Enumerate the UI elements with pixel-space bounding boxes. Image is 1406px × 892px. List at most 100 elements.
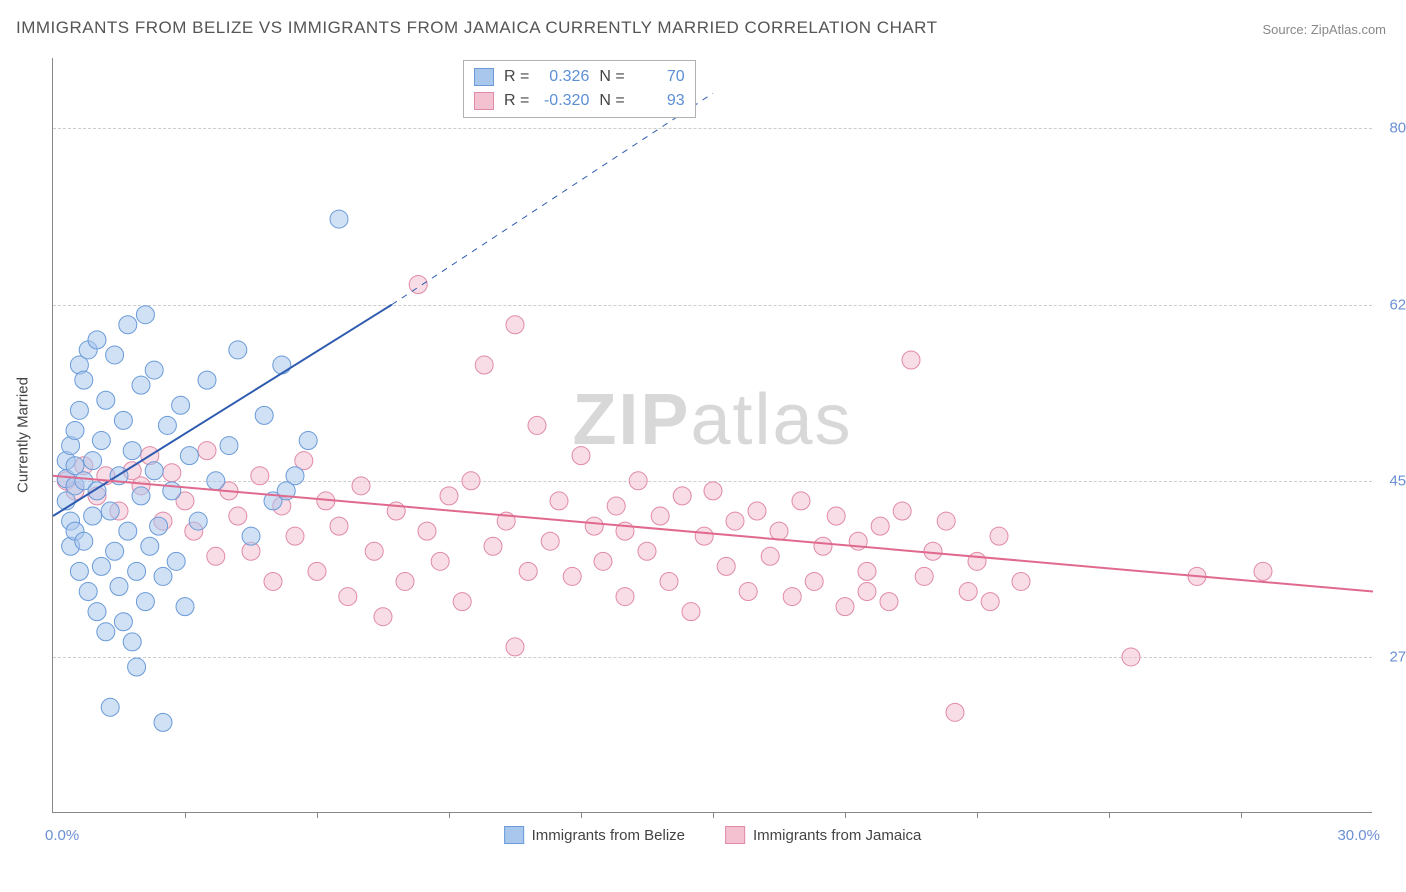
data-point (814, 537, 832, 555)
stats-row-jamaica: R = -0.320 N = 93 (474, 89, 685, 113)
data-point (101, 698, 119, 716)
legend-label: Immigrants from Jamaica (753, 827, 921, 844)
data-point (827, 507, 845, 525)
data-point (704, 482, 722, 500)
data-point (207, 547, 225, 565)
x-tick (449, 812, 450, 818)
data-point (114, 613, 132, 631)
data-point (770, 522, 788, 540)
data-point (506, 638, 524, 656)
data-point (207, 472, 225, 490)
data-point (1122, 648, 1140, 666)
x-tick (845, 812, 846, 818)
x-tick (1109, 812, 1110, 818)
data-point (242, 527, 260, 545)
data-point (528, 416, 546, 434)
data-point (1012, 572, 1030, 590)
data-point (220, 437, 238, 455)
data-point (255, 406, 273, 424)
data-point (172, 396, 190, 414)
data-point (453, 593, 471, 611)
y-axis-title: Currently Married (15, 377, 32, 493)
data-point (97, 623, 115, 641)
stats-box: R = 0.326 N = 70 R = -0.320 N = 93 (463, 60, 696, 118)
data-point (92, 432, 110, 450)
data-point (519, 562, 537, 580)
y-tick-label: 80.0% (1377, 120, 1406, 137)
data-point (264, 572, 282, 590)
data-point (299, 432, 317, 450)
x-axis-min-label: 0.0% (45, 827, 79, 844)
data-point (132, 487, 150, 505)
legend-item-jamaica: Immigrants from Jamaica (725, 826, 921, 844)
data-point (695, 527, 713, 545)
data-point (651, 507, 669, 525)
data-point (84, 507, 102, 525)
data-point (92, 557, 110, 575)
data-point (75, 532, 93, 550)
data-point (114, 411, 132, 429)
data-point (981, 593, 999, 611)
x-tick (1241, 812, 1242, 818)
r-label: R = (504, 89, 529, 113)
data-point (739, 583, 757, 601)
data-point (163, 464, 181, 482)
data-point (339, 588, 357, 606)
data-point (726, 512, 744, 530)
data-point (506, 316, 524, 334)
x-tick (317, 812, 318, 818)
belize-n-value: 70 (635, 65, 685, 89)
data-point (880, 593, 898, 611)
n-label: N = (599, 89, 624, 113)
data-point (180, 447, 198, 465)
data-point (858, 583, 876, 601)
data-point (594, 552, 612, 570)
data-point (783, 588, 801, 606)
data-point (858, 562, 876, 580)
data-point (990, 527, 1008, 545)
data-point (748, 502, 766, 520)
data-point (79, 583, 97, 601)
data-point (136, 593, 154, 611)
data-point (1254, 562, 1272, 580)
data-point (915, 567, 933, 585)
data-point (629, 472, 647, 490)
data-point (475, 356, 493, 374)
y-tick-label: 27.5% (1377, 648, 1406, 665)
x-tick (713, 812, 714, 818)
belize-swatch-icon (504, 826, 524, 844)
data-point (119, 522, 137, 540)
jamaica-swatch-icon (725, 826, 745, 844)
data-point (229, 507, 247, 525)
data-point (273, 356, 291, 374)
y-tick-label: 62.5% (1377, 296, 1406, 313)
x-tick (581, 812, 582, 818)
data-point (132, 376, 150, 394)
data-point (163, 482, 181, 500)
data-point (88, 331, 106, 349)
data-point (959, 583, 977, 601)
data-point (638, 542, 656, 560)
data-point (145, 462, 163, 480)
data-point (154, 713, 172, 731)
belize-swatch-icon (474, 68, 494, 86)
data-point (805, 572, 823, 590)
scatter-svg (53, 58, 1372, 812)
data-point (106, 346, 124, 364)
data-point (198, 442, 216, 460)
data-point (154, 567, 172, 585)
x-axis-max-label: 30.0% (1337, 827, 1380, 844)
data-point (330, 517, 348, 535)
data-point (409, 276, 427, 294)
data-point (123, 633, 141, 651)
data-point (484, 537, 502, 555)
data-point (902, 351, 920, 369)
data-point (924, 542, 942, 560)
data-point (352, 477, 370, 495)
data-point (110, 578, 128, 596)
data-point (251, 467, 269, 485)
data-point (396, 572, 414, 590)
data-point (229, 341, 247, 359)
data-point (119, 316, 137, 334)
data-point (158, 416, 176, 434)
